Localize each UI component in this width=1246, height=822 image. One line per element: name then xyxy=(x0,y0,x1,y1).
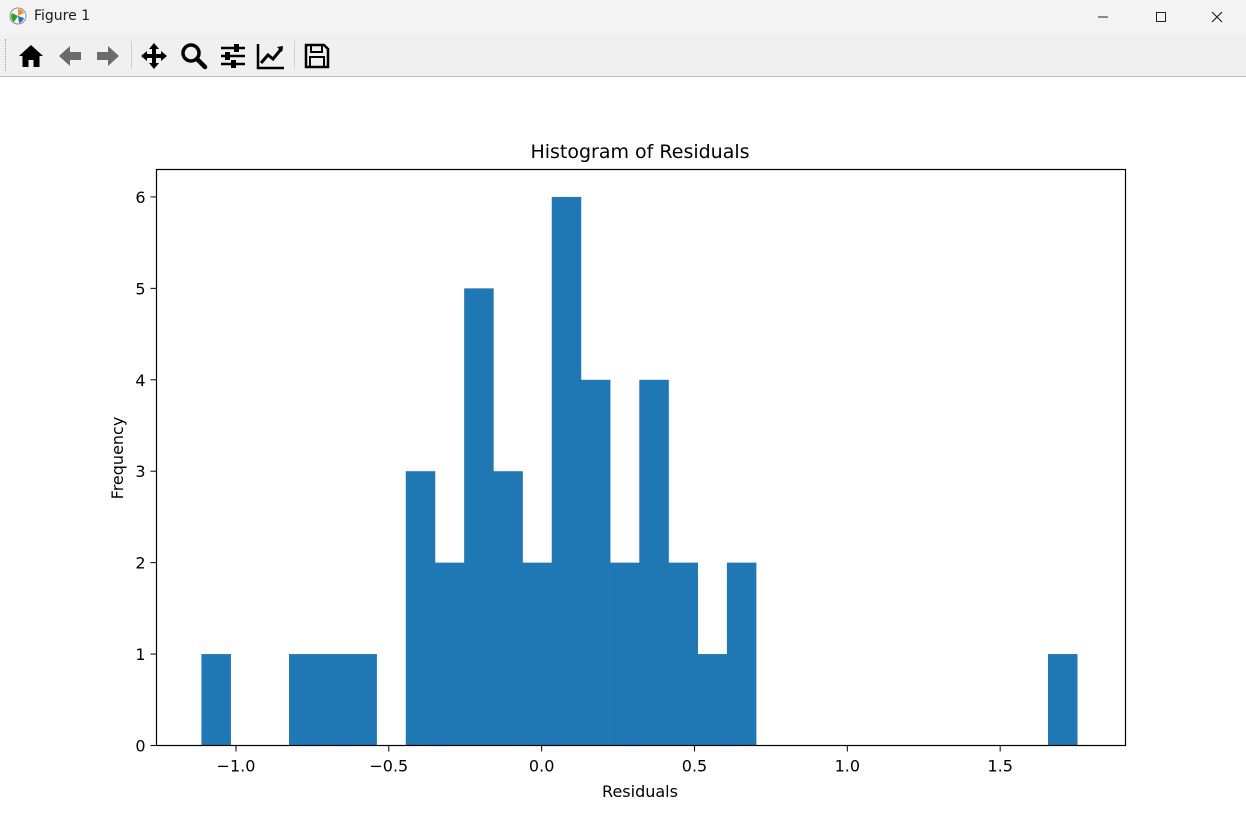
window-titlebar: Figure 1 xyxy=(0,0,1246,34)
histogram-bar xyxy=(639,379,669,746)
arrow-right-icon xyxy=(97,46,119,66)
x-axis-label: Residuals xyxy=(602,782,678,801)
y-tick-label: 0 xyxy=(135,737,145,756)
forward-button[interactable] xyxy=(91,39,125,73)
histogram-bar xyxy=(464,288,494,746)
x-tick-label: −0.5 xyxy=(369,757,408,776)
toolbar-grip xyxy=(5,39,6,71)
magnifier-icon xyxy=(181,43,208,70)
histogram-bar xyxy=(522,562,553,746)
x-tick-label: −1.0 xyxy=(217,757,256,776)
home-button[interactable] xyxy=(14,39,48,73)
y-tick-label: 4 xyxy=(135,371,145,390)
arrow-left-icon xyxy=(59,46,81,66)
move-icon xyxy=(141,43,167,69)
histogram-bar xyxy=(318,654,348,746)
histogram-bar xyxy=(1048,654,1078,746)
home-icon xyxy=(19,45,43,67)
y-tick-label: 3 xyxy=(135,462,145,481)
histogram-bar xyxy=(347,654,377,746)
histogram-bar xyxy=(668,562,699,746)
histogram-bar xyxy=(726,562,757,746)
histogram-bar xyxy=(201,654,231,746)
x-tick-label: 1.5 xyxy=(987,757,1012,776)
y-tick-label: 6 xyxy=(135,188,145,207)
histogram-bar xyxy=(610,562,640,746)
toolbar-separator xyxy=(294,41,295,69)
window-title: Figure 1 xyxy=(34,8,91,24)
maximize-button[interactable] xyxy=(1132,0,1190,34)
toolbar-separator xyxy=(131,41,132,69)
histogram-bar xyxy=(434,562,465,746)
pan-button[interactable] xyxy=(137,39,171,73)
close-icon xyxy=(1211,11,1223,23)
chart-title: Histogram of Residuals xyxy=(530,141,749,163)
edit-curves-button[interactable] xyxy=(254,39,288,73)
navigation-toolbar xyxy=(0,34,1246,77)
save-button[interactable] xyxy=(300,39,334,73)
close-button[interactable] xyxy=(1188,0,1246,34)
minimize-icon xyxy=(1098,16,1108,18)
histogram-bar xyxy=(493,471,523,746)
histogram-bar xyxy=(289,654,319,746)
y-axis-ticks: 0 1 2 3 4 5 6 xyxy=(135,188,157,756)
matplotlib-logo-icon xyxy=(9,7,27,25)
histogram-bar xyxy=(551,196,582,746)
x-tick-label: 0.0 xyxy=(529,757,554,776)
x-tick-label: 0.5 xyxy=(682,757,707,776)
y-tick-label: 5 xyxy=(135,279,145,298)
x-tick-label: 1.0 xyxy=(835,757,860,776)
zoom-button[interactable] xyxy=(177,39,211,73)
minimize-button[interactable] xyxy=(1074,0,1132,34)
sliders-icon xyxy=(221,44,245,68)
y-tick-label: 1 xyxy=(135,645,145,664)
subplots-button[interactable] xyxy=(216,39,250,73)
floppy-disk-icon xyxy=(304,43,330,69)
axes-frame xyxy=(155,168,1127,747)
histogram-bars xyxy=(201,196,1078,746)
maximize-icon xyxy=(1156,12,1166,22)
y-axis-label: Frequency xyxy=(108,417,127,500)
y-tick-label: 2 xyxy=(135,554,145,573)
line-chart-icon xyxy=(256,44,284,70)
x-axis-ticks: −1.0 −0.5 0.0 0.5 1.0 1.5 xyxy=(217,745,1013,776)
figure-canvas: Histogram of Residuals −1.0 −0.5 0.0 0.5 1.0… xyxy=(108,141,1127,801)
histogram-bar xyxy=(697,654,728,746)
histogram-bar xyxy=(580,379,611,746)
back-button[interactable] xyxy=(53,39,87,73)
histogram-bar xyxy=(405,471,436,746)
